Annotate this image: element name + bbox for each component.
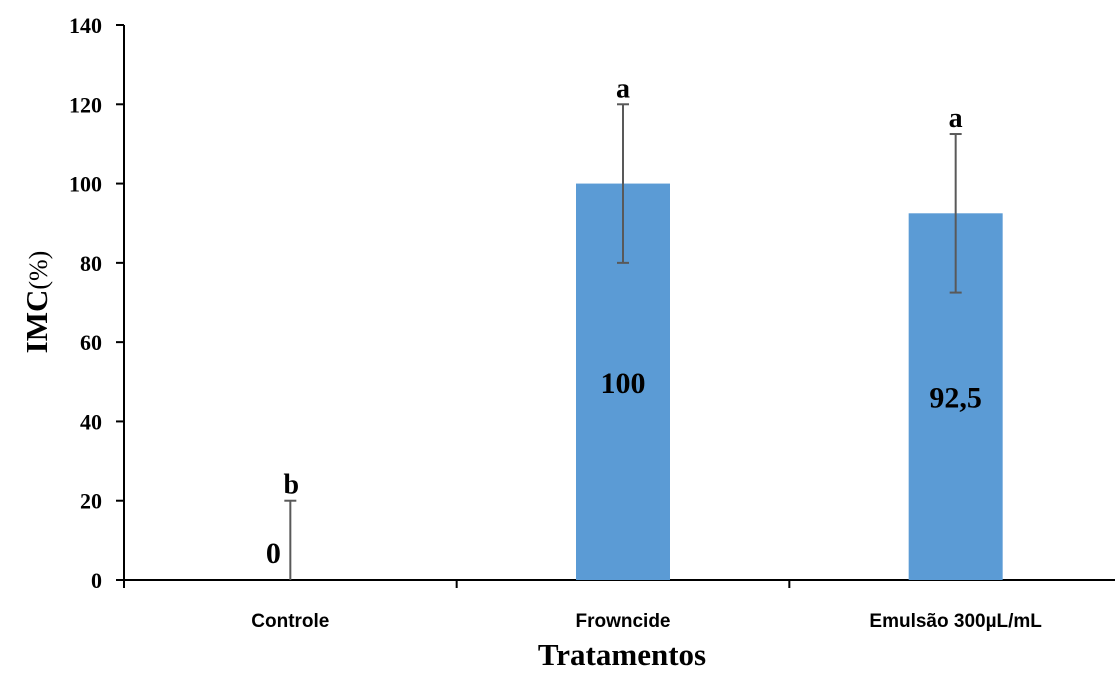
x-axis: Controle Frowncide Emulsão 300µL/mL [123, 579, 1115, 632]
y-tick-label: 40 [80, 409, 102, 434]
significance-letter: a [949, 103, 963, 134]
y-tick-label: 80 [80, 251, 102, 276]
significance-letter: a [616, 73, 630, 104]
category-label: Frowncide [575, 611, 670, 632]
data-labels: b 0 a 100 a 92,5 [266, 73, 982, 570]
y-axis: 0 20 40 60 80 100 120 140 [69, 13, 125, 593]
y-tick-label: 0 [91, 568, 102, 593]
y-tick-label: 20 [80, 489, 102, 514]
bars [576, 183, 1003, 581]
category-label: Emulsão 300µL/mL [869, 611, 1042, 632]
y-tick-label: 120 [69, 92, 102, 117]
data-label: 92,5 [929, 382, 982, 415]
data-label: 100 [601, 367, 646, 400]
y-axis-title-main: IMC [19, 290, 54, 354]
y-tick-label: 60 [80, 330, 102, 355]
data-label: 0 [266, 537, 281, 570]
significance-letter: b [284, 470, 300, 501]
y-axis-title-unit: (%) [24, 251, 53, 290]
y-tick-label: 140 [69, 13, 102, 38]
category-label: Controle [251, 611, 329, 632]
y-axis-title: IMC(%) [19, 251, 54, 354]
x-axis-title: Tratamentos [538, 637, 706, 672]
error-bars [284, 103, 962, 580]
y-tick-label: 100 [69, 172, 102, 197]
